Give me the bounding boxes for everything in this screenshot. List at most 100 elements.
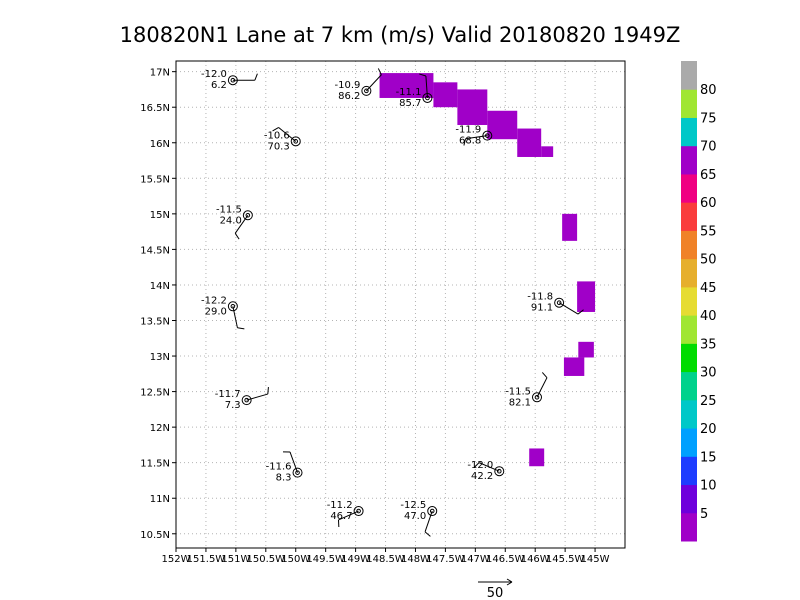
wind-barb-flag: [463, 138, 467, 146]
wind-barb-flag: [254, 73, 258, 81]
station-circle: [361, 85, 372, 96]
wind-barb: [289, 451, 298, 473]
wind-barb-flag: [541, 372, 548, 379]
colorbar-label: 40: [700, 309, 717, 324]
wind-region: [379, 73, 434, 98]
temperature-label: -11.1: [396, 87, 422, 98]
colorbar: 5 10 15 20 25 30 35 40 45 50 55 60 65 70 75 80: [681, 61, 717, 542]
wind-region: [457, 89, 488, 125]
wind-speed-label: 86.2: [338, 91, 360, 102]
wind-speed-label: 42.2: [471, 471, 493, 482]
wind-barb: [246, 393, 268, 401]
wind-barb: [232, 306, 238, 328]
station-inner-circle: [295, 470, 300, 475]
colorbar-segment: [681, 484, 697, 514]
station-circle: [227, 301, 238, 312]
station-circle: [292, 467, 303, 478]
observation-2: -11.185.7: [396, 73, 433, 109]
station-inner-circle: [245, 212, 251, 218]
y-tick-label: 16.5N: [140, 103, 170, 114]
wind-speed-label: 70.3: [267, 141, 289, 152]
temperature-label: -11.6: [266, 462, 292, 473]
wind-speed-label: 7.3: [225, 400, 241, 411]
temperature-label: -11.5: [505, 386, 531, 397]
wind-speed-label: 85.7: [399, 98, 421, 109]
y-tick-label: 12.5N: [140, 388, 170, 399]
x-tick-label: 147.5W: [426, 554, 465, 565]
station-inner-circle: [356, 508, 361, 514]
station-inner-circle: [534, 394, 540, 400]
observation-4: -11.968.8: [455, 125, 493, 147]
colorbar-label: 25: [700, 394, 717, 409]
wind-region: [578, 341, 594, 358]
temperature-label: -12.5: [400, 500, 426, 511]
wind-barb-flag: [272, 127, 279, 132]
y-tick-label: 13N: [150, 352, 170, 363]
colorbar-segment: [681, 343, 697, 373]
wind-region: [562, 213, 578, 241]
temperature-label: -12.2: [201, 295, 227, 306]
legend-arrow-head: [506, 578, 513, 586]
colorbar-segment: [681, 117, 697, 147]
y-tick-label: 12N: [150, 423, 170, 434]
observation-0: -12.06.2: [201, 69, 258, 91]
colorbar-label: 50: [700, 253, 717, 268]
colorbar-segment: [681, 456, 697, 486]
colorbar-label: 5: [700, 507, 708, 522]
temperature-label: -12.0: [467, 460, 493, 471]
temperature-label: -11.8: [527, 292, 553, 303]
station-circle: [290, 136, 301, 147]
colorbar-segment: [681, 258, 697, 288]
colorbar-label: 30: [700, 366, 717, 381]
observation-1: -10.986.2: [335, 68, 382, 102]
legend-value: 50: [487, 586, 504, 600]
observation-13: -12.547.0: [400, 500, 438, 537]
colorbar-label: 65: [700, 168, 717, 183]
temperature-label: -12.0: [201, 69, 227, 80]
wind-region: [577, 281, 596, 312]
station-circle: [353, 506, 364, 517]
temperature-label: -11.2: [327, 500, 353, 511]
colorbar-label: 20: [700, 422, 717, 437]
y-tick-label: 15.5N: [140, 174, 170, 185]
colorbar-segment: [681, 428, 697, 457]
x-tick-label: 146.5W: [486, 554, 525, 565]
colorbar-label: 10: [700, 479, 717, 494]
y-tick-label: 14.5N: [140, 245, 170, 256]
station-inner-circle: [556, 300, 562, 306]
y-tick-label: 14N: [150, 281, 170, 292]
temperature-label: -11.5: [216, 204, 242, 215]
colorbar-segment: [681, 512, 697, 542]
station-circle: [427, 506, 438, 517]
wind-region: [541, 146, 554, 157]
station-circle: [482, 130, 493, 141]
colorbar-segment: [681, 399, 697, 429]
wind-region: [529, 448, 545, 467]
colorbar-segment: [681, 371, 697, 401]
plot-area: 152W151.5W151W150.5W150W149.5W149W148.5W…: [140, 60, 626, 565]
wind-speed-label: 47.0: [404, 511, 426, 522]
wind-barb-flag: [377, 68, 382, 75]
colorbar-segment: [681, 61, 697, 90]
x-tick-label: 148W: [401, 554, 430, 565]
wind-barb: [558, 302, 579, 315]
wind-vector-legend: 50: [478, 578, 513, 600]
y-tick-label: 11.5N: [140, 459, 170, 470]
observation-11: -12.042.2: [467, 460, 505, 482]
wind-speed-label: 29.0: [205, 306, 227, 317]
station-circle: [241, 395, 252, 406]
wind-barb-flag: [473, 462, 480, 468]
colorbar-label: 45: [700, 281, 717, 296]
x-tick-label: 151.5W: [187, 554, 226, 565]
wind-barb-flag: [237, 327, 245, 330]
grid-lines: [176, 61, 625, 548]
x-tick-label: 150W: [281, 554, 310, 565]
wind-barb: [278, 127, 297, 142]
plot-frame: [175, 60, 626, 549]
y-tick-label: 10.5N: [140, 530, 170, 541]
x-tick-label: 152W: [162, 554, 191, 565]
colorbar-label: 80: [700, 83, 717, 98]
wind-speed-label: 82.1: [509, 397, 531, 408]
colorbar-label: 75: [700, 111, 717, 126]
